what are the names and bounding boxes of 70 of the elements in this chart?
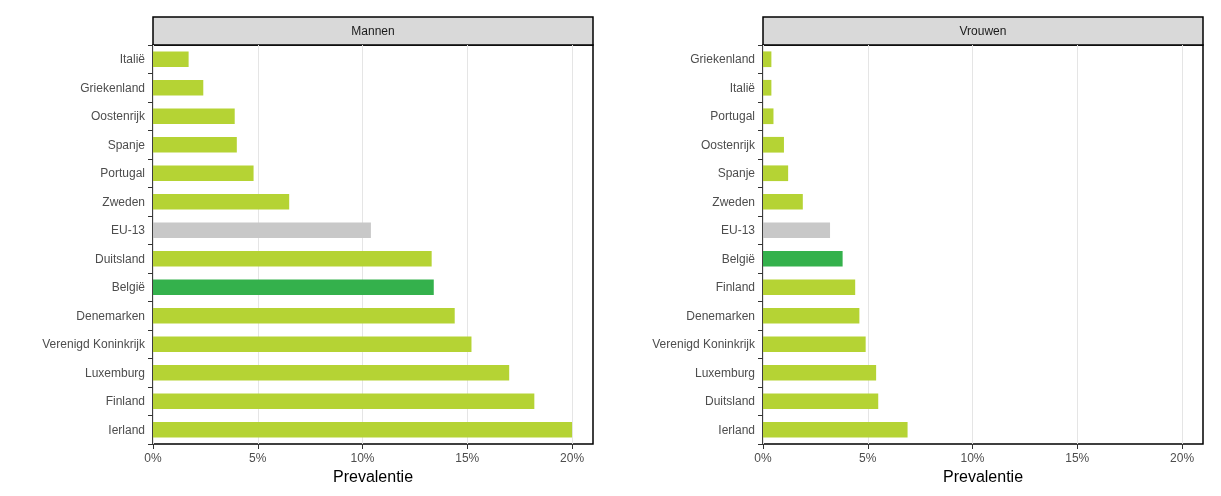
y-tick-label: Italië — [729, 80, 756, 95]
y-tick-label: Duitsland — [94, 251, 145, 266]
y-tick-label: Ierland — [718, 422, 755, 437]
y-tick-label: Spanje — [107, 137, 146, 152]
bar — [153, 393, 535, 410]
x-tick-label: 0% — [754, 451, 772, 465]
bar — [153, 165, 254, 182]
x-axis-title: Prevalentie — [332, 468, 414, 486]
y-tick-label: Finland — [715, 280, 755, 295]
y-tick-label: Portugal — [100, 166, 145, 181]
y-tick-label: Spanje — [717, 166, 756, 181]
x-tick-label: 0% — [144, 451, 162, 465]
bar — [153, 222, 371, 239]
x-tick-label: 5% — [249, 451, 267, 465]
y-tick-label: Verenigd Koninkrijk — [652, 337, 756, 352]
y-tick-label: België — [111, 280, 146, 295]
bar — [153, 51, 189, 68]
bar — [763, 250, 843, 267]
bar — [153, 307, 455, 324]
bar — [763, 165, 789, 182]
x-tick-label: 20% — [560, 451, 585, 465]
bar — [153, 364, 510, 381]
y-tick-label: Denemarken — [76, 308, 145, 323]
y-tick-label: Luxemburg — [84, 365, 145, 380]
x-tick-label: 15% — [455, 451, 480, 465]
y-tick-label: EU-13 — [110, 223, 146, 238]
bar — [763, 136, 784, 153]
y-tick-label: Italië — [119, 52, 146, 67]
bar — [763, 307, 860, 324]
y-tick-label: Denemarken — [686, 308, 755, 323]
y-tick-label: Griekenland — [690, 52, 755, 67]
y-tick-label: Portugal — [710, 109, 755, 124]
x-tick-label: 10% — [960, 451, 985, 465]
bar — [153, 108, 235, 125]
y-tick-label: Duitsland — [704, 394, 755, 409]
bar — [153, 336, 472, 353]
bar — [763, 364, 877, 381]
bar — [763, 108, 774, 125]
y-tick-label: EU-13 — [720, 223, 756, 238]
bar — [153, 193, 290, 210]
y-tick-label: Finland — [105, 394, 145, 409]
bar — [153, 421, 573, 438]
y-tick-label: Zweden — [712, 194, 755, 209]
x-axis-title: Prevalentie — [942, 468, 1024, 486]
x-tick-label: 5% — [859, 451, 877, 465]
bar — [763, 222, 831, 239]
x-tick-label: 15% — [1065, 451, 1090, 465]
bar — [153, 250, 432, 267]
bar — [763, 193, 803, 210]
y-tick-label: Griekenland — [80, 80, 145, 95]
y-tick-label: België — [721, 251, 756, 266]
x-tick-label: 20% — [1170, 451, 1195, 465]
chart-title: Mannen — [351, 24, 395, 38]
bar — [763, 393, 879, 410]
y-tick-label: Oostenrijk — [90, 109, 146, 124]
bar — [763, 51, 772, 68]
bar — [763, 279, 856, 296]
bar — [763, 79, 772, 96]
bar — [153, 79, 204, 96]
y-tick-label: Oostenrijk — [700, 137, 756, 152]
y-tick-label: Zweden — [102, 194, 145, 209]
bar — [763, 421, 908, 438]
y-tick-label: Luxemburg — [694, 365, 755, 380]
y-tick-label: Ierland — [108, 422, 145, 437]
bar — [153, 279, 434, 296]
chart-title: Vrouwen — [959, 24, 1007, 38]
y-tick-label: Verenigd Koninkrijk — [42, 337, 146, 352]
bar — [763, 336, 866, 353]
bar — [153, 136, 237, 153]
x-tick-label: 10% — [350, 451, 375, 465]
